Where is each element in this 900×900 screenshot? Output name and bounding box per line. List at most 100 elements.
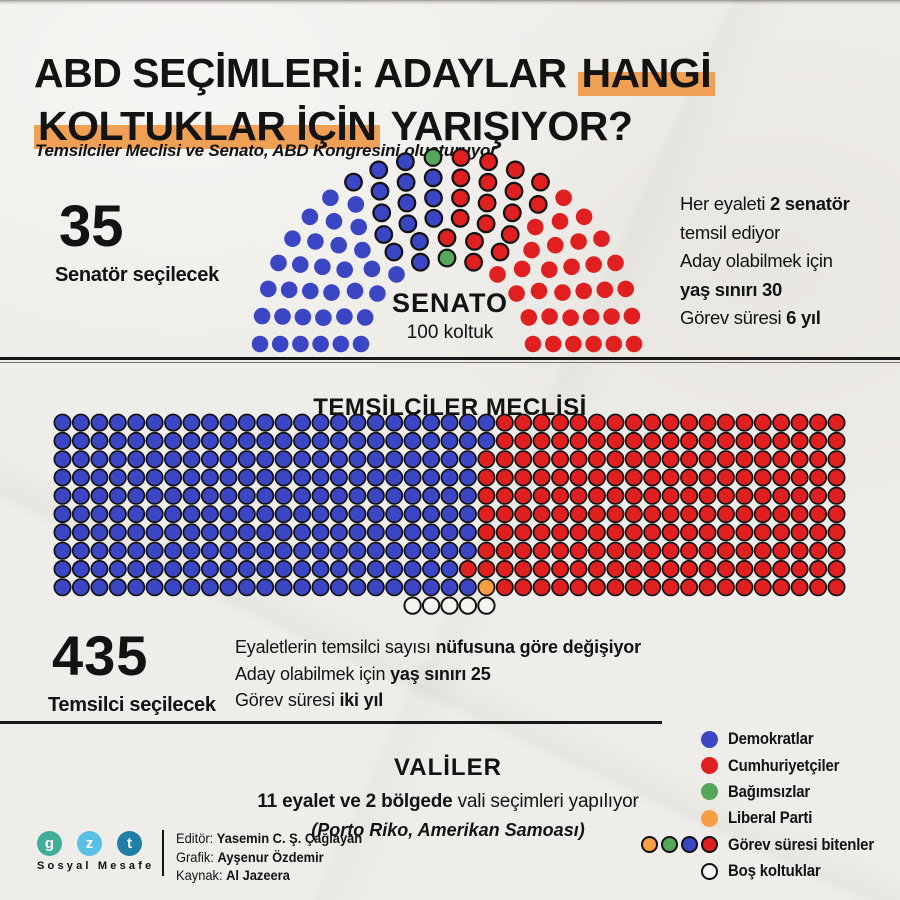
house-seat	[274, 578, 293, 597]
house-seat	[495, 505, 514, 524]
house-seat	[219, 560, 238, 579]
house-seat	[827, 450, 846, 469]
house-seat	[385, 523, 404, 542]
governors-line: 11 eyalet ve 2 bölgede vali seçimleri ya…	[257, 791, 639, 812]
house-seat	[145, 505, 164, 524]
house-seat	[237, 541, 256, 560]
house-seat	[680, 560, 699, 579]
house-seat	[809, 431, 828, 450]
house-seat	[458, 578, 477, 597]
house-seat	[606, 541, 625, 560]
senate-seat	[570, 233, 587, 250]
house-seat	[71, 413, 90, 432]
house-seat	[219, 450, 238, 469]
senate-seat	[322, 189, 339, 207]
house-seat	[790, 541, 809, 560]
house-seat	[772, 486, 791, 505]
independent-dot-icon	[701, 783, 718, 801]
house-seat	[237, 431, 256, 450]
house-seat	[587, 505, 606, 524]
house-seat	[587, 486, 606, 505]
house-seat	[256, 413, 275, 432]
house-seat	[366, 523, 385, 542]
house-seat	[680, 523, 699, 542]
senate-seat	[395, 152, 415, 172]
house-seat	[661, 505, 680, 524]
senate-seat	[292, 256, 309, 273]
senate-seat	[330, 236, 347, 254]
house-seat	[716, 578, 735, 597]
house-seat	[164, 413, 183, 432]
house-seat	[274, 413, 293, 432]
house-seat	[606, 578, 625, 597]
house-seat	[237, 578, 256, 597]
house-seat	[716, 413, 735, 432]
governors-section-title: VALİLER	[394, 753, 502, 781]
house-seat	[274, 560, 293, 579]
senate-seat	[301, 208, 319, 226]
house-seat	[458, 431, 477, 450]
house-seat	[477, 596, 496, 615]
senate-chart-title: SENATO	[391, 288, 509, 318]
house-seat	[532, 486, 551, 505]
house-seat	[237, 468, 256, 487]
title-highlight-1: HANGİ	[577, 50, 716, 97]
house-seat	[809, 578, 828, 597]
house-seat	[422, 450, 441, 469]
house-seat	[643, 486, 662, 505]
house-seat	[219, 486, 238, 505]
house-seat	[108, 578, 127, 597]
house-seat	[680, 578, 699, 597]
house-seat	[477, 413, 496, 432]
legend-item: Liberal Parti	[640, 805, 894, 831]
house-seat	[329, 541, 348, 560]
house-seat	[127, 560, 146, 579]
house-seat	[182, 505, 201, 524]
house-seat	[108, 523, 127, 542]
house-seat	[551, 468, 570, 487]
house-seat	[661, 431, 680, 450]
house-seat	[53, 486, 72, 505]
senate-seat	[314, 258, 331, 276]
house-seat	[53, 560, 72, 579]
house-seat	[90, 413, 109, 432]
senate-seat	[307, 233, 324, 250]
house-seat	[366, 413, 385, 432]
house-seat	[311, 578, 330, 597]
house-seat	[772, 523, 791, 542]
house-seat	[145, 523, 164, 542]
senate-seat	[450, 208, 470, 228]
house-seat	[422, 523, 441, 542]
house-seat	[735, 523, 754, 542]
senate-info-line: Aday olabilmek için	[680, 250, 833, 271]
house-seat	[127, 486, 146, 505]
house-seat	[809, 413, 828, 432]
house-seat	[735, 541, 754, 560]
house-seat	[551, 541, 570, 560]
house-seat	[422, 468, 441, 487]
house-seat	[753, 450, 772, 469]
house-seat	[145, 541, 164, 560]
senate-seat	[607, 254, 624, 272]
house-seat	[569, 578, 588, 597]
house-seat	[716, 560, 735, 579]
house-seat	[458, 541, 477, 560]
senate-seat	[464, 252, 484, 272]
house-seat	[348, 505, 367, 524]
house-seat	[735, 505, 754, 524]
house-seat	[182, 523, 201, 542]
house-seat	[698, 486, 717, 505]
house-seat	[311, 431, 330, 450]
house-seat	[256, 560, 275, 579]
house-seat	[164, 450, 183, 469]
senate-seat	[354, 241, 371, 259]
senate-seat	[344, 172, 363, 192]
house-seat	[145, 450, 164, 469]
house-seat	[753, 541, 772, 560]
house-seat	[716, 505, 735, 524]
house-seat	[385, 468, 404, 487]
house-seat-grid-chart	[53, 413, 846, 615]
house-seat	[403, 450, 422, 469]
senate-seat	[476, 214, 496, 234]
house-seat	[403, 523, 422, 542]
